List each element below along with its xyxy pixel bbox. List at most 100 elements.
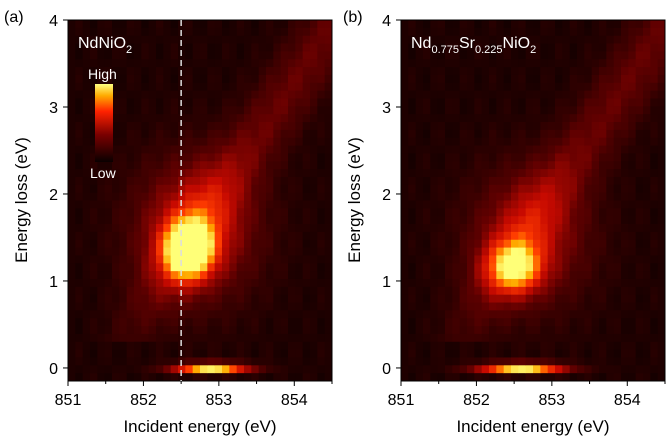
heatmap-cell <box>533 137 541 146</box>
heatmap-cell <box>112 90 120 99</box>
heatmap-cell <box>496 286 505 296</box>
heatmap-cell <box>273 51 282 60</box>
heatmap-cell <box>430 129 439 139</box>
heatmap-cell <box>119 239 128 248</box>
heatmap-cell <box>503 294 512 303</box>
heatmap-cell <box>489 333 497 343</box>
heatmap-cell <box>415 255 424 264</box>
heatmap-cell <box>126 357 135 366</box>
heatmap-cell <box>273 106 282 115</box>
heatmap-cell <box>192 294 201 303</box>
heatmap-cell <box>445 184 453 194</box>
heatmap-cell <box>170 294 179 303</box>
heatmap-cell <box>540 247 549 256</box>
heatmap-cell <box>577 239 585 248</box>
heatmap-cell <box>459 239 468 248</box>
heatmap-cell <box>288 59 296 68</box>
heatmap-cell <box>562 122 571 131</box>
heatmap-cell <box>141 365 150 374</box>
heatmap-cell <box>126 302 135 311</box>
heatmap-cell <box>302 74 311 84</box>
heatmap-cell <box>481 176 490 186</box>
heatmap-cell <box>156 74 164 84</box>
heatmap-cell <box>310 82 318 92</box>
heatmap-cell <box>599 59 607 68</box>
heatmap-cell <box>148 373 157 382</box>
heatmap-cell <box>170 271 179 280</box>
heatmap-cell <box>445 224 453 233</box>
heatmap-cell <box>430 318 439 327</box>
heatmap-cell <box>540 208 549 217</box>
heatmap-cell <box>97 27 106 37</box>
heatmap-cell <box>302 129 311 139</box>
heatmap-cell <box>525 357 534 366</box>
heatmap-cell <box>163 318 172 327</box>
heatmap-cell <box>415 35 424 44</box>
heatmap-cell <box>591 318 600 327</box>
heatmap-cell <box>496 302 505 311</box>
heatmap-cell <box>599 145 607 154</box>
heatmap-cell <box>562 27 571 37</box>
heatmap-cell <box>511 90 519 99</box>
heatmap-cell <box>408 231 417 241</box>
heatmap-cell <box>437 82 446 92</box>
heatmap-cell <box>503 255 512 264</box>
heatmap-cell <box>518 224 527 233</box>
heatmap-cell <box>324 224 333 233</box>
heatmap-cell <box>621 247 629 256</box>
heatmap-cell <box>104 333 113 343</box>
heatmap-cell <box>408 184 417 194</box>
heatmap-cell <box>635 35 644 44</box>
heatmap-cell <box>452 216 461 225</box>
heatmap-cell <box>496 200 505 209</box>
heatmap-cell <box>126 90 135 99</box>
heatmap-cell <box>650 278 659 288</box>
heatmap-cell <box>229 106 238 115</box>
heatmap-cell <box>178 302 186 311</box>
heatmap-cell <box>547 357 556 366</box>
heatmap-cell <box>547 43 556 52</box>
heatmap-cell <box>562 333 571 343</box>
heatmap-cell <box>134 333 142 343</box>
heatmap-cell <box>467 122 475 131</box>
heatmap-cell <box>657 20 666 29</box>
heatmap-cell <box>650 27 659 37</box>
heatmap-cell <box>119 224 128 233</box>
heatmap-cell <box>295 286 304 296</box>
heatmap-cell <box>310 67 318 76</box>
heatmap-cell <box>119 357 128 366</box>
panel-b-x-axis-title: Incident energy (eV) <box>456 417 609 436</box>
heatmap-cell <box>540 271 549 280</box>
heatmap-cell <box>90 318 98 327</box>
heatmap-cell <box>401 357 409 366</box>
heatmap-cell <box>68 137 76 146</box>
heatmap-cell <box>90 106 98 115</box>
heatmap-cell <box>97 200 106 209</box>
heatmap-cell <box>503 365 512 374</box>
heatmap-cell <box>163 153 172 162</box>
heatmap-cell <box>207 341 216 351</box>
heatmap-cell <box>90 310 98 319</box>
heatmap-cell <box>401 98 409 107</box>
heatmap-cell <box>562 302 571 311</box>
heatmap-cell <box>229 357 238 366</box>
heatmap-cell <box>481 137 490 146</box>
heatmap-cell <box>423 153 431 162</box>
heatmap-cell <box>577 114 585 123</box>
heatmap-cell <box>408 326 417 335</box>
heatmap-cell <box>423 74 431 84</box>
heatmap-cell <box>511 74 519 84</box>
heatmap-cell <box>518 326 527 335</box>
heatmap-cell <box>562 286 571 296</box>
heatmap-cell <box>324 90 333 99</box>
heatmap-cell <box>119 169 128 178</box>
heatmap-cell <box>222 333 230 343</box>
heatmap-cell <box>547 349 556 358</box>
heatmap-cell <box>178 82 186 92</box>
heatmap-cell <box>569 341 578 351</box>
heatmap-cell <box>244 74 252 84</box>
heatmap-cell <box>273 294 282 303</box>
heatmap-cell <box>236 239 245 248</box>
heatmap-cell <box>280 200 289 209</box>
heatmap-cell <box>423 373 431 382</box>
